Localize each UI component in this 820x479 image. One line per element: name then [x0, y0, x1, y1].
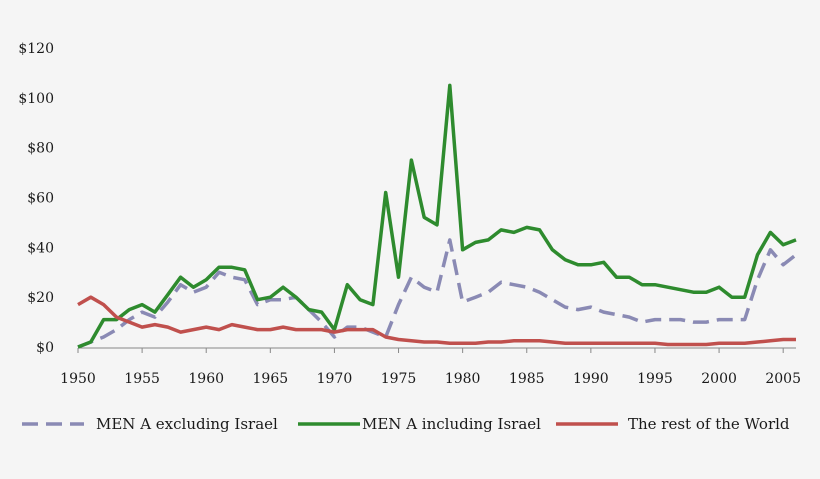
- legend-label-1: MEN A excluding Israel: [96, 415, 278, 433]
- x-tick-label: 1985: [509, 371, 545, 387]
- x-tick-label: 1990: [573, 371, 609, 387]
- x-tick-label: 1955: [124, 371, 160, 387]
- legend: MEN A excluding Israel MEN A including Is…: [22, 415, 790, 433]
- y-axis-ticks: $0 $20 $40 $60 $80 $100 $120: [18, 41, 54, 356]
- y-tick-label: $60: [27, 191, 54, 207]
- x-tick-label: 2005: [765, 371, 801, 387]
- series-line-2: [77, 83, 797, 349]
- legend-label-2: MEN A including Israel: [362, 415, 541, 433]
- y-tick-label: $0: [36, 340, 54, 356]
- series-line-3: [77, 295, 796, 347]
- x-tick-label: 1970: [317, 371, 353, 387]
- y-tick-label: $80: [27, 141, 54, 157]
- x-tick-label: 1975: [381, 371, 417, 387]
- y-tick-label: $40: [27, 240, 54, 256]
- y-tick-label: $20: [27, 290, 54, 306]
- series-lines: [77, 83, 798, 349]
- x-tick-label: 1980: [445, 371, 481, 387]
- series-line-1: [77, 238, 798, 349]
- y-tick-label: $100: [18, 91, 54, 107]
- x-axis-ticks: 1950 1955 1960 1965 1970 1975 1980 1985 1990 1995…: [60, 348, 801, 387]
- y-tick-label: $120: [18, 41, 54, 57]
- legend-label-3: The rest of the World: [628, 415, 790, 433]
- x-tick-label: 1965: [253, 371, 289, 387]
- x-tick-label: 2000: [701, 371, 737, 387]
- x-tick-label: 1960: [188, 371, 224, 387]
- x-tick-label: 1950: [60, 371, 96, 387]
- x-tick-label: 1995: [637, 371, 673, 387]
